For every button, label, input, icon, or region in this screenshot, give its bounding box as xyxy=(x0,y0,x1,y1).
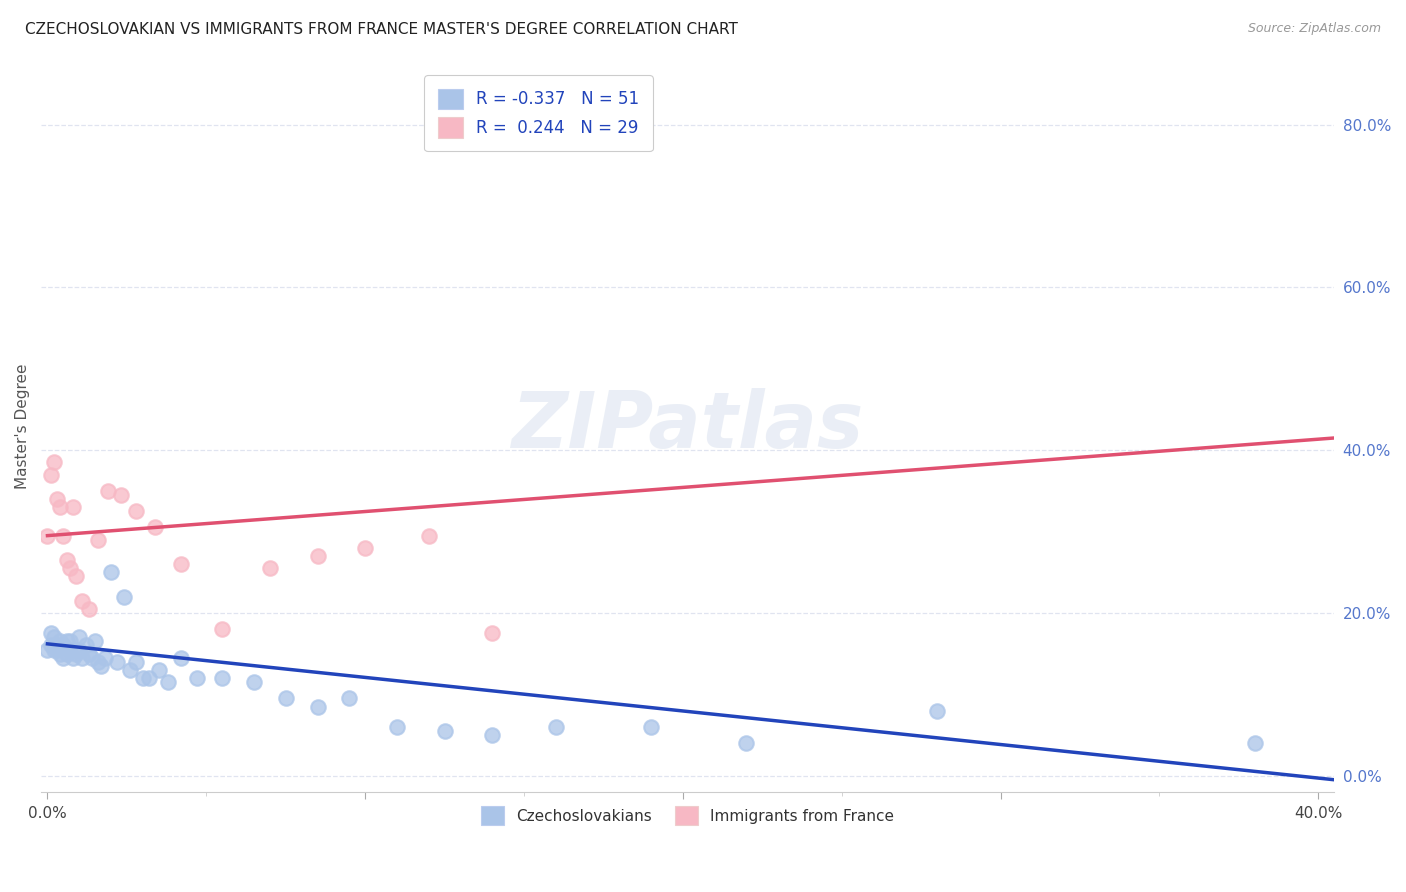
Text: ZIPatlas: ZIPatlas xyxy=(512,388,863,464)
Point xyxy=(77,602,100,616)
Point xyxy=(59,634,82,648)
Point xyxy=(55,647,77,661)
Point xyxy=(52,528,75,542)
Point xyxy=(62,650,84,665)
Point xyxy=(110,488,132,502)
Point xyxy=(46,491,69,506)
Point xyxy=(67,642,90,657)
Point xyxy=(90,658,112,673)
Point xyxy=(307,549,329,563)
Point xyxy=(157,675,180,690)
Point xyxy=(145,520,167,534)
Point xyxy=(211,671,233,685)
Point xyxy=(75,639,97,653)
Point xyxy=(72,650,94,665)
Point xyxy=(259,561,281,575)
Point xyxy=(72,593,94,607)
Point xyxy=(65,647,87,661)
Point xyxy=(49,634,72,648)
Point xyxy=(307,699,329,714)
Point xyxy=(354,541,377,555)
Point xyxy=(55,634,77,648)
Point xyxy=(735,736,758,750)
Point xyxy=(42,631,65,645)
Point xyxy=(170,557,193,571)
Point xyxy=(65,569,87,583)
Point xyxy=(481,626,503,640)
Point xyxy=(59,561,82,575)
Point xyxy=(93,650,115,665)
Point xyxy=(211,622,233,636)
Point xyxy=(37,642,59,657)
Point xyxy=(62,500,84,515)
Point xyxy=(105,655,128,669)
Point xyxy=(125,655,148,669)
Point xyxy=(1243,736,1265,750)
Point xyxy=(148,663,170,677)
Point xyxy=(170,650,193,665)
Point xyxy=(433,723,456,738)
Legend: Czechoslovakians, Immigrants from France: Czechoslovakians, Immigrants from France xyxy=(471,796,905,836)
Point xyxy=(39,626,62,640)
Point xyxy=(132,671,155,685)
Point xyxy=(97,483,120,498)
Point xyxy=(87,533,110,547)
Point xyxy=(52,650,75,665)
Point xyxy=(77,647,100,661)
Point xyxy=(640,720,662,734)
Point xyxy=(46,639,69,653)
Point xyxy=(49,500,72,515)
Point xyxy=(337,691,360,706)
Text: CZECHOSLOVAKIAN VS IMMIGRANTS FROM FRANCE MASTER'S DEGREE CORRELATION CHART: CZECHOSLOVAKIAN VS IMMIGRANTS FROM FRANC… xyxy=(25,22,738,37)
Point xyxy=(52,639,75,653)
Point xyxy=(112,590,135,604)
Y-axis label: Master's Degree: Master's Degree xyxy=(15,363,30,489)
Point xyxy=(80,650,103,665)
Point xyxy=(274,691,297,706)
Point xyxy=(39,467,62,482)
Point xyxy=(186,671,208,685)
Point xyxy=(46,642,69,657)
Point xyxy=(120,663,142,677)
Point xyxy=(100,566,122,580)
Text: Source: ZipAtlas.com: Source: ZipAtlas.com xyxy=(1247,22,1381,36)
Point xyxy=(84,634,107,648)
Point xyxy=(67,631,90,645)
Point xyxy=(925,704,948,718)
Point xyxy=(243,675,266,690)
Point xyxy=(138,671,160,685)
Point xyxy=(42,642,65,657)
Point xyxy=(37,528,59,542)
Point xyxy=(87,655,110,669)
Point xyxy=(385,720,408,734)
Point xyxy=(481,728,503,742)
Point xyxy=(59,642,82,657)
Point xyxy=(42,455,65,469)
Point xyxy=(125,504,148,518)
Point xyxy=(49,647,72,661)
Point xyxy=(39,639,62,653)
Point xyxy=(418,528,440,542)
Point xyxy=(55,553,77,567)
Point xyxy=(544,720,567,734)
